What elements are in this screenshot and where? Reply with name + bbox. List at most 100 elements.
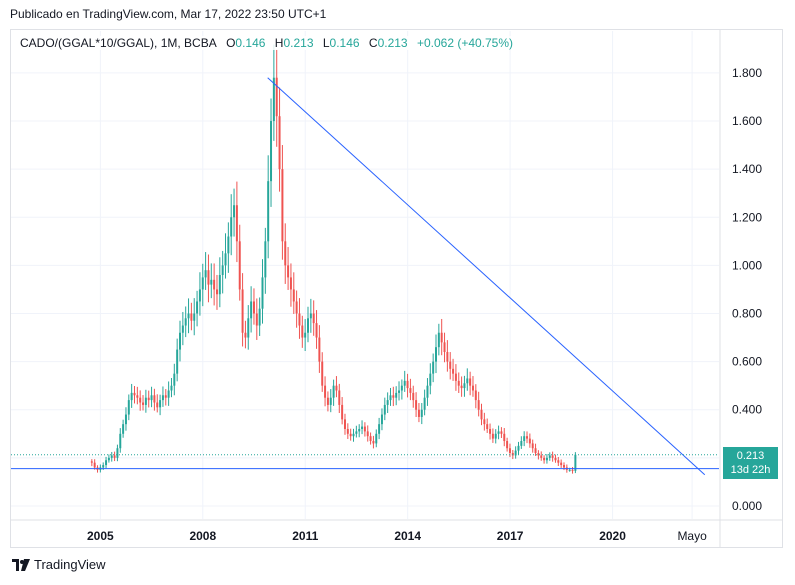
candle-body: [548, 455, 551, 458]
candle-body: [426, 385, 429, 398]
candle-body: [534, 448, 537, 454]
candle-body: [272, 77, 275, 122]
candle-body: [392, 395, 395, 398]
candle-body: [312, 313, 315, 324]
candle-body: [574, 454, 577, 471]
candle-body: [261, 277, 264, 309]
y-tick-label: 1.600: [732, 114, 762, 128]
candle-body: [190, 313, 193, 321]
candle-body: [349, 433, 352, 437]
candle-body: [457, 380, 460, 386]
time-axis: 2005 2008 2011 2014 2017 2020 Mayo: [87, 529, 707, 543]
x-tick-label: Mayo: [677, 529, 707, 543]
candle-body: [113, 455, 116, 458]
y-tick-label: 0.400: [732, 403, 762, 417]
candle-body: [119, 433, 122, 449]
candle-body: [215, 289, 218, 295]
candle-body: [270, 121, 273, 182]
candle-body: [380, 414, 383, 425]
candle-body: [122, 424, 125, 434]
candle-body: [116, 448, 119, 458]
tradingview-brand[interactable]: TradingView: [12, 557, 106, 572]
candle-body: [227, 236, 230, 254]
candle-body: [159, 400, 162, 408]
candle-body: [412, 392, 415, 401]
candle-body: [369, 436, 372, 442]
y-tick-label: 1.000: [732, 258, 762, 272]
candle-body: [528, 438, 531, 444]
candle-body: [193, 313, 196, 321]
x-tick-label: 2017: [497, 529, 524, 543]
candle-body: [130, 392, 133, 401]
candle-body: [176, 349, 179, 374]
candle-body: [107, 457, 110, 461]
candle-body: [423, 397, 426, 410]
candle-body: [196, 301, 199, 314]
candle-body: [326, 397, 329, 405]
candle-body: [255, 313, 258, 326]
candle-body: [494, 433, 497, 439]
candle-body: [133, 392, 136, 396]
candle-body: [241, 289, 244, 333]
candle-body: [503, 433, 506, 442]
candle-body: [543, 457, 546, 461]
candle-body: [508, 448, 511, 454]
candle-body: [201, 277, 204, 290]
x-tick-label: 2011: [292, 529, 318, 543]
candle-body: [181, 325, 184, 333]
candle-body: [210, 279, 213, 285]
candle-body: [318, 337, 321, 362]
candle-body: [531, 443, 534, 449]
candle-body: [571, 469, 574, 471]
candle-body: [514, 450, 517, 456]
candle-body: [144, 397, 147, 405]
candle-body: [358, 428, 361, 432]
x-tick-label: 2014: [394, 529, 421, 543]
candle-body: [136, 395, 139, 398]
y-tick-label: 0.800: [732, 306, 762, 320]
candle-body: [554, 457, 557, 461]
candle-body: [352, 433, 355, 437]
candle-body: [307, 318, 309, 333]
candle-body: [179, 332, 182, 350]
candle-body: [292, 289, 295, 302]
chart-frame[interactable]: [10, 29, 783, 548]
candle-body: [389, 395, 392, 401]
candle-body: [452, 368, 455, 374]
descending-trendline[interactable]: [267, 77, 706, 476]
candle-body: [221, 265, 224, 275]
high-label: H: [274, 36, 284, 50]
candle-body: [289, 277, 292, 290]
y-tick-label: 0.600: [732, 355, 762, 369]
candle-body: [281, 169, 284, 242]
symbol-name[interactable]: CADO/(GGAL*10/GGAL), 1M, BCBA: [20, 36, 217, 50]
candle-body: [366, 431, 369, 437]
candle-body: [386, 400, 389, 405]
candle-body: [90, 461, 93, 463]
candle-body: [361, 426, 364, 429]
candle-body: [398, 390, 401, 393]
low-value: 0.146: [329, 36, 360, 50]
candle-body: [184, 318, 187, 326]
candle-body: [321, 361, 324, 386]
candle-body: [252, 301, 255, 314]
candle-body: [173, 373, 176, 386]
candle-body: [324, 385, 327, 398]
x-tick-label: 2020: [599, 529, 626, 543]
candle-body: [560, 462, 563, 466]
last-price-badge: 0.213 13d 22h: [723, 446, 778, 479]
high-value: 0.213: [283, 36, 314, 50]
y-tick-label: 1.200: [732, 210, 762, 224]
candle-body: [526, 436, 529, 439]
candle-body: [409, 388, 412, 393]
candles: [90, 44, 577, 474]
candle-body: [102, 465, 105, 468]
candle-body: [264, 241, 267, 278]
candle-body: [545, 457, 548, 461]
candle-body: [198, 289, 201, 302]
candle-body: [284, 241, 287, 266]
candle-body: [537, 453, 540, 456]
candle-body: [540, 455, 543, 458]
candle-body: [437, 332, 440, 348]
